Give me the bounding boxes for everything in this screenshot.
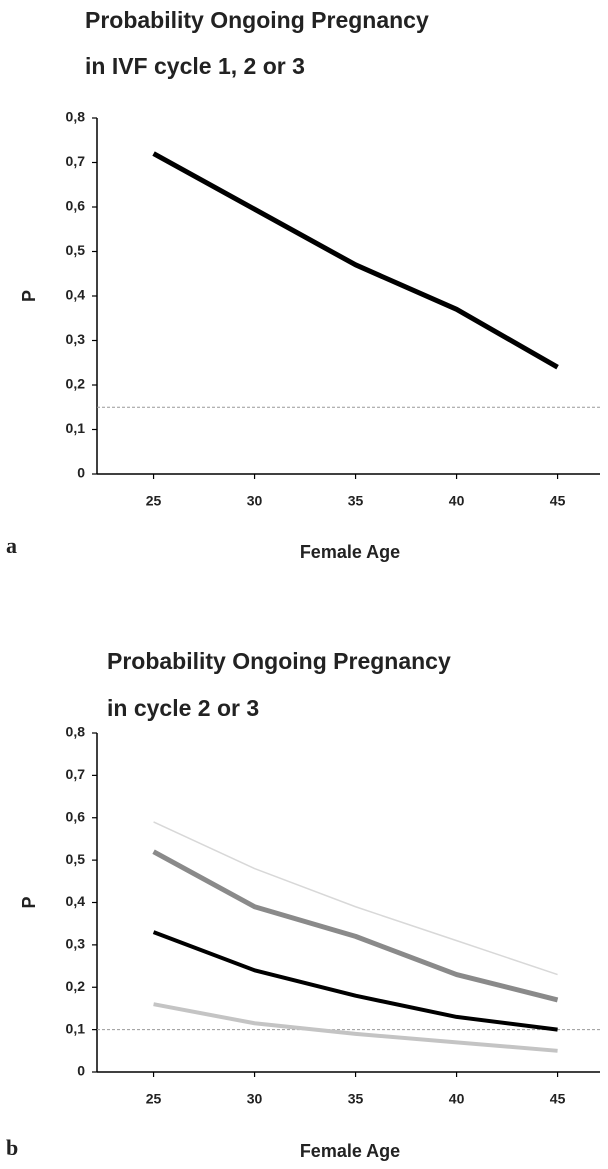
y-tick-label: 0 (77, 465, 85, 481)
data-line (153, 1002, 558, 1053)
y-tick-label: 0,2 (66, 376, 86, 392)
y-tick-label: 0,4 (66, 287, 86, 303)
data-line (152, 930, 558, 1032)
chart-title: in IVF cycle 1, 2 or 3 (85, 53, 305, 79)
x-axis-label: Female Age (300, 1141, 400, 1161)
y-tick-label: 0,7 (66, 766, 86, 782)
y-tick-label: 0,8 (66, 724, 86, 740)
y-tick-label: 0,4 (66, 893, 86, 909)
panel-label: b (6, 1135, 18, 1160)
x-tick-label: 35 (348, 1091, 364, 1107)
chart-title: Probability Ongoing Pregnancy (107, 648, 451, 674)
y-axis-label: P (19, 896, 39, 908)
x-tick-label: 25 (146, 1091, 162, 1107)
y-tick-label: 0,1 (66, 1020, 86, 1036)
x-tick-label: 45 (550, 1091, 566, 1107)
x-axis-label: Female Age (300, 542, 400, 562)
y-tick-label: 0,2 (66, 978, 86, 994)
y-tick-label: 0,1 (66, 420, 86, 436)
y-axis-label: P (19, 290, 39, 302)
x-tick-label: 40 (449, 493, 465, 509)
x-tick-label: 25 (146, 493, 162, 509)
y-tick-label: 0,5 (66, 242, 86, 258)
x-tick-label: 35 (348, 493, 364, 509)
x-tick-label: 30 (247, 493, 263, 509)
y-tick-label: 0,5 (66, 851, 86, 867)
data-line (153, 821, 558, 976)
data-line (152, 151, 559, 370)
y-tick-label: 0,7 (66, 153, 86, 169)
data-line (152, 849, 559, 1003)
y-tick-label: 0 (77, 1063, 85, 1079)
y-tick-label: 0,6 (66, 198, 86, 214)
x-tick-label: 45 (550, 493, 566, 509)
y-tick-label: 0,8 (66, 109, 86, 125)
y-tick-label: 0,3 (66, 331, 86, 347)
x-tick-label: 40 (449, 1091, 465, 1107)
y-tick-label: 0,6 (66, 808, 86, 824)
chart-title: in cycle 2 or 3 (107, 695, 259, 721)
y-tick-label: 0,3 (66, 936, 86, 952)
chart-title: Probability Ongoing Pregnancy (85, 7, 429, 33)
panel-label: a (6, 533, 17, 558)
x-tick-label: 30 (247, 1091, 263, 1107)
